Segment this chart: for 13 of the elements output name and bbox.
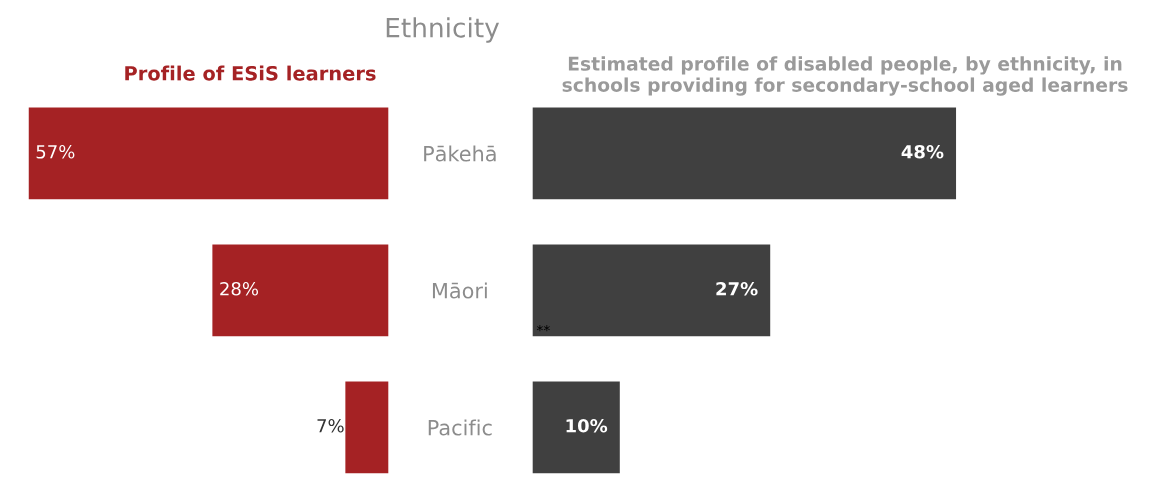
chart-subtitle: Profile of ESiS learners bbox=[125, 65, 376, 81]
y-tick-label: Pacific bbox=[428, 419, 492, 436]
data-label: 10% bbox=[566, 418, 608, 433]
text: Ethnicity bbox=[386, 17, 500, 43]
annotation: ** bbox=[536, 324, 550, 332]
data-label: 48% bbox=[901, 144, 944, 159]
chart-title: Estimated profile of disabled people, by ethnicity, in schools providing for secondary-school aged learners bbox=[562, 56, 1128, 96]
y-tick-label: Pākehā bbox=[424, 145, 496, 162]
y-tick-label: Māori bbox=[432, 282, 487, 299]
data-label: 28% bbox=[220, 281, 259, 296]
data-label: 7% bbox=[317, 418, 344, 433]
data-label: 27% bbox=[716, 281, 758, 296]
data-label: 57% bbox=[36, 144, 75, 159]
